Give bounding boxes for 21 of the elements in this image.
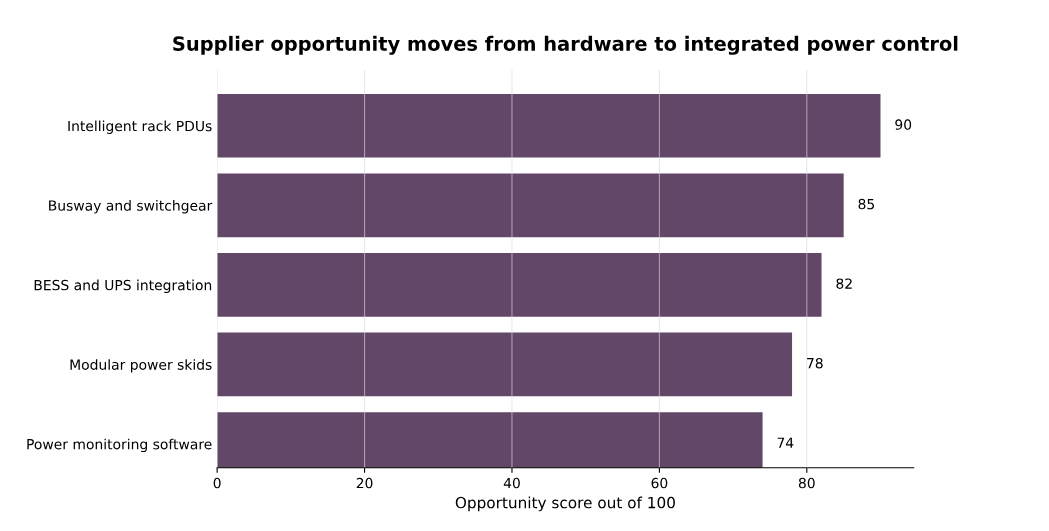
x-tick-label: 20 (356, 477, 373, 489)
y-tick-label: Modular power skids (70, 359, 212, 373)
y-tick-label: Intelligent rack PDUs (68, 120, 212, 134)
x-tick-label: 40 (503, 477, 520, 489)
y-tick-label: Busway and switchgear (49, 200, 213, 214)
x-tick-label: 80 (798, 477, 815, 489)
data-label: 90 (895, 119, 912, 130)
bar (217, 332, 793, 397)
x-axis-title: Opportunity score out of 100 (455, 496, 675, 512)
data-label: 78 (807, 357, 823, 369)
data-label: 85 (858, 198, 875, 210)
bar (217, 253, 822, 317)
bar (217, 93, 881, 158)
data-label: 74 (777, 437, 794, 448)
x-tick-label: 0 (213, 477, 221, 489)
y-tick-label: BESS and UPS integration (34, 279, 212, 294)
chart-title: Supplier opportunity moves from hardware to integrated power control (173, 35, 958, 55)
data-label: 82 (836, 278, 852, 289)
y-tick-label: Power monitoring software (27, 438, 212, 453)
x-tick-label: 60 (651, 477, 668, 489)
bar (217, 173, 844, 238)
